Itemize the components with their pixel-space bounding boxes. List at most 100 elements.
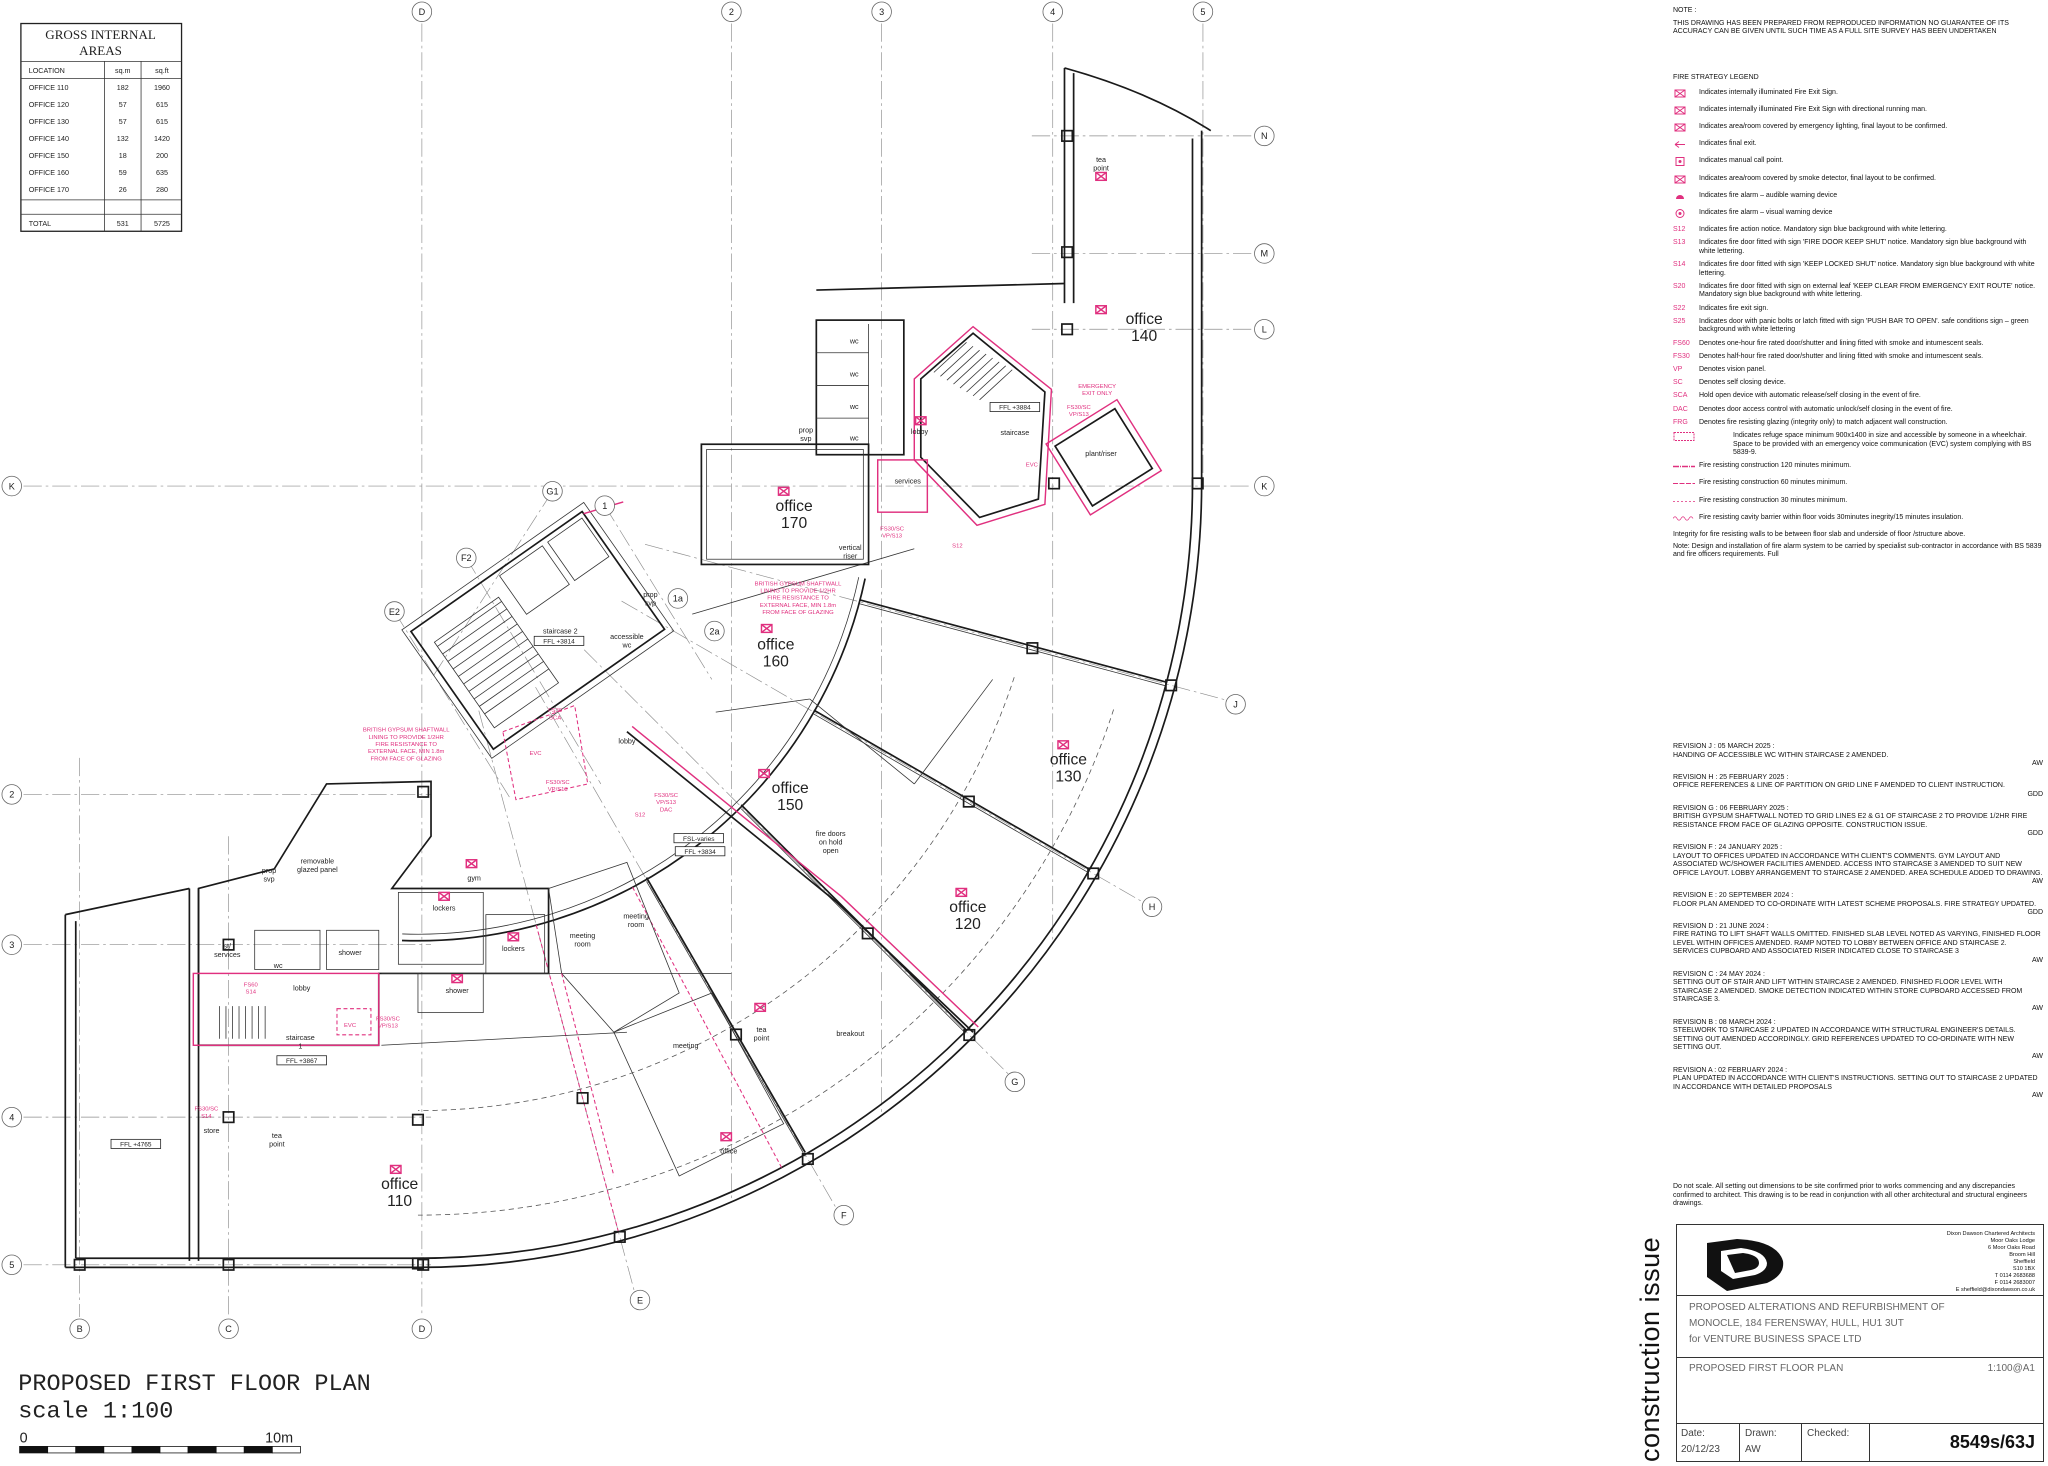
wall <box>692 548 915 615</box>
room-label: room <box>574 941 590 949</box>
room-label: glazed panel <box>297 866 338 874</box>
legend-item: FRG Denotes fire resisting glazing (integ… <box>1673 419 2043 428</box>
fire-annotation: BRITISH GYPSUM SHAFTWALL <box>755 581 842 587</box>
table-cell: 57 <box>119 118 127 126</box>
grid-label: N <box>1261 131 1268 141</box>
scale-bar-segment <box>187 1446 217 1454</box>
wall <box>547 517 610 582</box>
legend-text: Indicates fire door fitted with sign 'FI… <box>1699 239 2027 255</box>
emergency-light-symbol <box>438 891 450 901</box>
level-label: FFL +3814 <box>543 639 575 646</box>
stair-tread <box>959 357 993 389</box>
grid-line <box>430 491 553 680</box>
wall <box>813 713 1089 874</box>
fire-annotation: S12 <box>952 543 962 549</box>
table-cell: 635 <box>156 169 168 177</box>
room-label: shower <box>338 949 362 957</box>
legend-text: Hold open device with automatic release/… <box>1699 392 1921 400</box>
fire-annotation: LINING TO PROVIDE 1/2HR <box>369 735 444 741</box>
room-label: accessible <box>610 633 643 641</box>
legend-key <box>1673 89 1699 102</box>
scale-bar-segment <box>243 1446 273 1454</box>
revision: REVISION E : 20 SEPTEMBER 2024 : FLOOR PL… <box>1673 892 2043 918</box>
fire-line <box>561 973 615 1177</box>
scale-bar-segment <box>131 1446 161 1454</box>
fire-annotation: EVC <box>529 751 542 757</box>
legend-item: VP Denotes vision panel. <box>1673 366 2043 375</box>
table-total: 5725 <box>154 220 170 228</box>
drawing-scale: 1:100@A1 <box>1987 1363 2035 1374</box>
legend-key: FS30 <box>1673 353 1699 362</box>
table-cell: 57 <box>119 101 127 109</box>
fire-annotation: FIRE RESISTANCE TO <box>767 596 829 602</box>
table-header: sq.ft <box>155 67 169 75</box>
emergency-light-symbol <box>758 768 771 779</box>
legend-symbol-part <box>1674 123 1686 132</box>
grid-bubble <box>1 475 22 497</box>
wall <box>417 709 1114 1216</box>
wall <box>715 698 810 713</box>
wall <box>706 449 864 560</box>
column <box>1087 867 1100 880</box>
legend-code: S13 <box>1673 239 1686 247</box>
revision-heading: REVISION G : 06 FEBRUARY 2025 : <box>1673 804 1789 812</box>
revision-by: GDD <box>2027 830 2043 838</box>
grid-bubble <box>384 601 405 622</box>
column <box>222 938 235 951</box>
wall <box>65 887 190 916</box>
stair-tread <box>484 668 550 715</box>
legend-code: S12 <box>1673 226 1686 234</box>
grid-label: L <box>1262 325 1267 335</box>
revision-by: AW <box>2031 957 2043 965</box>
legend-symbol-part <box>1674 141 1680 149</box>
scale-bar-segment <box>159 1446 189 1454</box>
note-heading: NOTE : <box>1673 7 1697 14</box>
room-label: tea <box>272 1132 282 1140</box>
fire-line <box>840 895 979 1028</box>
table-cell: 1420 <box>154 135 170 143</box>
legend-text: Fire resisting construction 120 minutes … <box>1699 462 1852 470</box>
wall <box>499 545 570 615</box>
scale-bar-segment <box>271 1446 301 1454</box>
grid-bubble <box>456 547 477 569</box>
legend-item: Indicates final exit. <box>1673 140 2043 153</box>
legend-item: Fire resisting cavity barrier within flo… <box>1672 514 2043 527</box>
legend-text: Indicates internally illuminated Fire Ex… <box>1699 88 1838 96</box>
legend-key: FS60 <box>1673 340 1699 349</box>
legend-key <box>1673 497 1699 510</box>
legend-key: SCA <box>1673 392 1699 401</box>
room-label: point <box>754 1035 770 1043</box>
disclaimer: Do not scale. All setting out dimensions… <box>1673 1183 2027 1208</box>
legend-key <box>1673 479 1699 492</box>
revisions: REVISION J : 05 MARCH 2025 : HANDING OF A… <box>1673 743 2043 1106</box>
legend-key: VP <box>1673 366 1699 375</box>
grid-bubble <box>629 1289 651 1311</box>
table-header: sq.m <box>115 67 131 75</box>
legend-item: Indicates area/room covered by emergency… <box>1673 123 2043 136</box>
room-label: vertical <box>839 544 862 552</box>
grid-label: 5 <box>1200 7 1205 17</box>
legend-item: Indicates internally illuminated Fire Ex… <box>1673 106 2043 119</box>
fire-annotation: VP/S13 <box>548 787 568 793</box>
grid-bubble <box>411 1 433 22</box>
legend-code: S20 <box>1673 282 1686 290</box>
room-label: staircase <box>1001 429 1030 437</box>
legend-key: S14 <box>1673 261 1699 278</box>
revision-heading: REVISION A : 02 FEBRUARY 2024 : <box>1673 1066 1788 1074</box>
revision: REVISION J : 05 MARCH 2025 : HANDING OF A… <box>1673 743 2043 769</box>
fire-annotation: S12 <box>635 813 645 819</box>
wall <box>1064 67 1212 132</box>
grid-label: G <box>1011 1077 1018 1087</box>
level-tag <box>276 1055 327 1066</box>
legend-text: Denotes fire resisting glazing (integrit… <box>1699 418 1948 426</box>
emergency-light-symbol <box>914 416 927 426</box>
legend-key: S12 <box>1673 226 1699 235</box>
legend-symbol-part <box>1673 431 1695 441</box>
legend-code: VP <box>1673 365 1683 373</box>
fire-annotation: VP/S13 <box>378 1024 398 1030</box>
legend-code: FS30 <box>1673 352 1690 360</box>
grid-bubble <box>1 1106 22 1128</box>
room-label: 140 <box>1131 328 1157 345</box>
fire-wall <box>1045 398 1163 516</box>
